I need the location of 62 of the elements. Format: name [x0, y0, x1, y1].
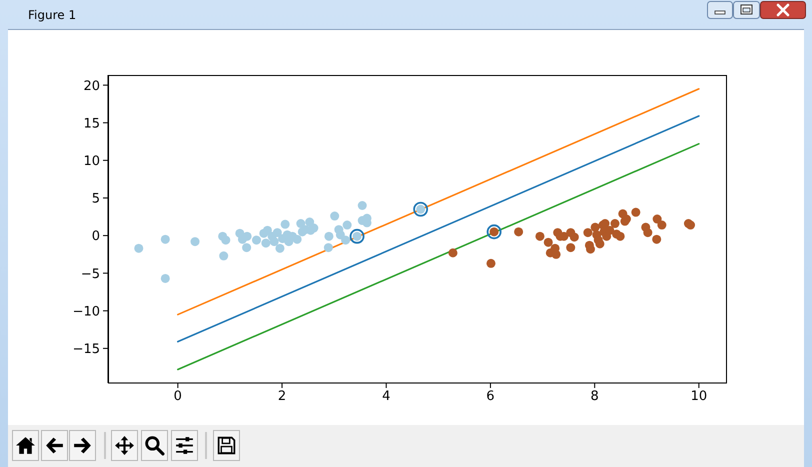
point — [261, 238, 270, 248]
point — [336, 230, 345, 240]
y-tick-label: −15 — [72, 342, 100, 358]
point — [242, 243, 252, 252]
point — [275, 244, 284, 253]
point — [657, 220, 666, 230]
point — [552, 250, 561, 259]
point — [686, 220, 696, 230]
point — [616, 232, 625, 241]
point — [350, 228, 364, 244]
point — [610, 219, 620, 228]
point — [292, 234, 302, 244]
point — [219, 251, 228, 260]
point — [583, 228, 592, 238]
point — [605, 226, 614, 235]
x-tick-label: 8 — [590, 389, 599, 404]
point — [486, 224, 502, 240]
y-tick-label: −10 — [72, 304, 100, 320]
point — [341, 236, 350, 245]
point — [324, 232, 334, 241]
point — [595, 239, 604, 248]
point — [358, 200, 367, 210]
point — [600, 219, 610, 228]
x-tick-label: 6 — [486, 389, 495, 404]
y-tick-label: −5 — [80, 266, 100, 282]
point — [514, 227, 524, 236]
x-tick-label: 4 — [382, 389, 390, 404]
point — [221, 236, 230, 245]
y-tick-label: 20 — [83, 78, 100, 94]
point — [535, 232, 544, 241]
point — [160, 234, 170, 244]
chart-title: Figure 1 — [28, 8, 76, 22]
point — [270, 237, 279, 246]
point — [262, 226, 272, 235]
point — [272, 228, 282, 238]
point — [342, 220, 352, 230]
point — [652, 234, 662, 244]
point — [280, 220, 290, 229]
point — [305, 218, 314, 227]
point — [448, 248, 458, 258]
y-tick-label: 5 — [92, 192, 100, 207]
point — [413, 202, 428, 217]
point — [190, 237, 200, 246]
point — [296, 219, 306, 228]
point — [566, 243, 576, 252]
point — [631, 208, 640, 217]
point — [544, 238, 553, 247]
x-tick-label: 2 — [278, 389, 286, 404]
y-tick-label: 10 — [83, 154, 100, 169]
x-tick-label: 10 — [690, 389, 708, 404]
point — [160, 274, 170, 283]
point — [652, 214, 662, 224]
point — [252, 236, 261, 245]
y-tick-label: 15 — [83, 116, 100, 132]
point — [330, 212, 340, 221]
y-tick-label: 0 — [92, 229, 100, 244]
point — [486, 258, 496, 268]
x-tick-label: 0 — [174, 389, 182, 404]
point — [570, 232, 579, 242]
point — [134, 244, 144, 253]
point — [324, 243, 333, 252]
point — [643, 228, 652, 238]
